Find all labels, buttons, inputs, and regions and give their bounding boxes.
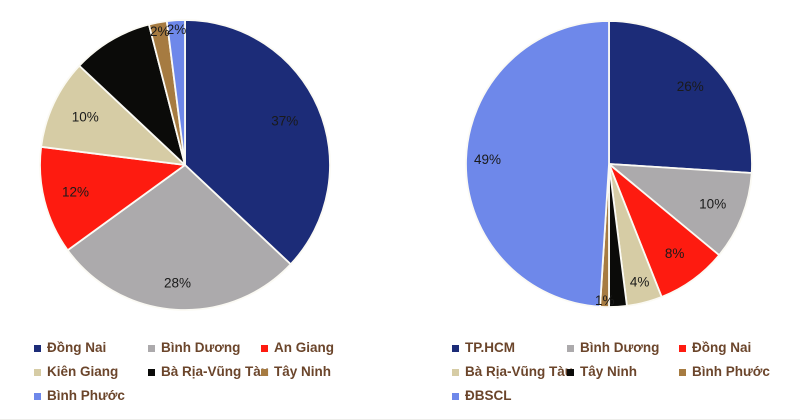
pie-slice bbox=[608, 20, 753, 174]
legend-item-label: Bình Phước bbox=[692, 364, 770, 379]
legend-item-label: Kiên Giang bbox=[47, 364, 119, 379]
legend-item: Bà Rịa-Vũng Tàu bbox=[148, 364, 269, 380]
pie-slice bbox=[40, 64, 186, 166]
pie-slice-label: 8% bbox=[665, 246, 685, 261]
legend-color-marker bbox=[261, 368, 268, 376]
pie-slice bbox=[78, 23, 186, 166]
left-chart-block: 37% 28% 12% 10% 2% 2% Đồng Nai Bình Dương An … bbox=[0, 19, 400, 420]
pie-slice-label: 4% bbox=[630, 275, 650, 290]
pie-slice-label: 12% bbox=[62, 185, 89, 200]
legend-color-marker bbox=[567, 344, 574, 352]
legend-item-label: Tây Ninh bbox=[580, 364, 638, 379]
legend-item: Bình Phước bbox=[679, 364, 800, 380]
legend-item: ĐBSCL bbox=[452, 388, 567, 404]
pie-slice-label: 2% bbox=[167, 22, 187, 37]
legend-item-label: Bà Rịa-Vũng Tàu bbox=[465, 364, 574, 379]
legend-color-marker bbox=[261, 344, 268, 352]
legend-item-label: TP.HCM bbox=[465, 340, 516, 355]
legend-item-label: Đồng Nai bbox=[692, 340, 752, 355]
right-chart-block: 26% 10% 8% 4% 1% 49% TP.HCM Bình Dương Đồng N… bbox=[400, 0, 800, 420]
pie-slice bbox=[165, 19, 186, 166]
legend-item: Kiên Giang bbox=[34, 364, 148, 380]
left-pie-legend: Đồng Nai Bình Dương An Giang Kiên Giang … bbox=[0, 340, 400, 404]
legend-color-marker bbox=[679, 344, 686, 352]
legend-item: An Giang bbox=[261, 340, 400, 356]
legend-color-marker bbox=[34, 368, 41, 376]
pie-slice bbox=[608, 163, 753, 257]
legend-color-marker bbox=[148, 344, 155, 352]
legend-item: Bình Dương bbox=[148, 340, 261, 356]
pie-slice bbox=[184, 19, 331, 266]
left-pie-chart: 37% 28% 12% 10% 2%2% bbox=[39, 19, 331, 311]
legend-item: Bà Rịa-Vũng Tàu bbox=[452, 364, 573, 380]
legend-item-label: Bình Dương bbox=[580, 340, 660, 355]
legend-item: Bình Dương bbox=[567, 340, 679, 356]
legend-item: Đồng Nai bbox=[679, 340, 800, 356]
pie-slice-label: 26% bbox=[677, 79, 704, 94]
pie-slice-label: 10% bbox=[72, 110, 99, 125]
right-pie-chart: 26% 10% 8% 4% 1% 49% bbox=[465, 20, 753, 308]
legend-color-marker bbox=[567, 368, 574, 376]
pie-slice-label: 37% bbox=[271, 113, 298, 128]
legend-item-label: Bình Dương bbox=[161, 340, 241, 355]
legend-color-marker bbox=[34, 392, 41, 400]
pie-slice-label: 2% bbox=[150, 24, 170, 39]
pie-slice bbox=[66, 164, 292, 311]
legend-item-label: An Giang bbox=[274, 340, 334, 355]
legend-item-label: Bình Phước bbox=[47, 388, 125, 403]
pie-slice-label: 1% bbox=[595, 293, 615, 308]
legend-color-marker bbox=[679, 368, 686, 376]
legend-color-marker bbox=[452, 392, 459, 400]
legend-color-marker bbox=[34, 344, 41, 352]
legend-color-marker bbox=[452, 344, 459, 352]
legend-color-marker bbox=[452, 368, 459, 376]
legend-item-label: ĐBSCL bbox=[465, 388, 512, 403]
legend-item: Tây Ninh bbox=[567, 364, 679, 380]
pie-slice bbox=[465, 20, 610, 308]
legend-color-marker bbox=[148, 368, 155, 376]
legend-item: Đồng Nai bbox=[34, 340, 148, 356]
pie-slice-label: 10% bbox=[699, 197, 726, 212]
right-pie-legend: TP.HCM Bình Dương Đồng Nai Bà Rịa-Vũng T… bbox=[400, 340, 800, 404]
legend-item: Bình Phước bbox=[34, 388, 148, 404]
legend-item: TP.HCM bbox=[452, 340, 567, 356]
pie-slice-label: 28% bbox=[164, 275, 191, 290]
legend-item: Tây Ninh bbox=[261, 364, 400, 380]
legend-item-label: Tây Ninh bbox=[274, 364, 332, 379]
pie-slice-label: 49% bbox=[474, 152, 501, 167]
legend-item-label: Bà Rịa-Vũng Tàu bbox=[161, 364, 270, 379]
pie-slice bbox=[39, 145, 186, 252]
legend-item-label: Đồng Nai bbox=[47, 340, 107, 355]
